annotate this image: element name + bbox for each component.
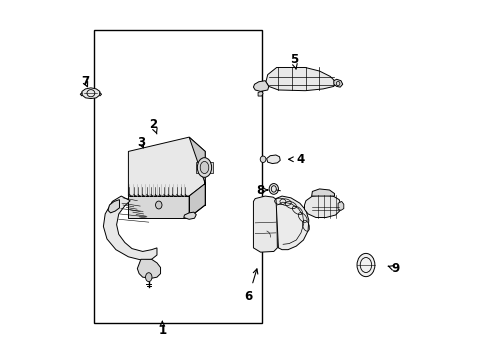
Text: 7: 7 <box>81 75 89 88</box>
Polygon shape <box>82 88 100 99</box>
Polygon shape <box>265 67 335 91</box>
Ellipse shape <box>197 158 211 177</box>
Polygon shape <box>337 202 343 210</box>
Text: 5: 5 <box>289 53 297 69</box>
Bar <box>94 30 262 323</box>
Polygon shape <box>196 162 213 173</box>
Polygon shape <box>333 79 342 87</box>
Polygon shape <box>266 155 280 163</box>
Polygon shape <box>253 196 277 252</box>
Text: 6: 6 <box>244 269 257 303</box>
Text: 2: 2 <box>149 118 157 134</box>
Text: 8: 8 <box>256 184 267 197</box>
Ellipse shape <box>200 161 208 174</box>
Polygon shape <box>311 189 334 196</box>
Polygon shape <box>183 212 196 219</box>
Polygon shape <box>304 195 340 217</box>
Ellipse shape <box>260 156 265 162</box>
Polygon shape <box>108 200 119 213</box>
Polygon shape <box>189 137 205 217</box>
Ellipse shape <box>145 273 152 282</box>
Polygon shape <box>128 184 192 196</box>
Text: 9: 9 <box>387 262 399 275</box>
Polygon shape <box>80 93 82 96</box>
Polygon shape <box>100 93 102 96</box>
Polygon shape <box>253 81 268 91</box>
Polygon shape <box>128 137 205 196</box>
Ellipse shape <box>155 201 162 209</box>
Polygon shape <box>103 196 157 260</box>
Polygon shape <box>128 196 189 217</box>
Polygon shape <box>258 91 263 96</box>
Text: 1: 1 <box>158 321 166 337</box>
Polygon shape <box>275 196 308 249</box>
Text: 4: 4 <box>288 153 305 166</box>
Ellipse shape <box>356 253 374 276</box>
Polygon shape <box>137 259 160 278</box>
Text: 3: 3 <box>137 136 144 149</box>
Ellipse shape <box>268 184 278 194</box>
